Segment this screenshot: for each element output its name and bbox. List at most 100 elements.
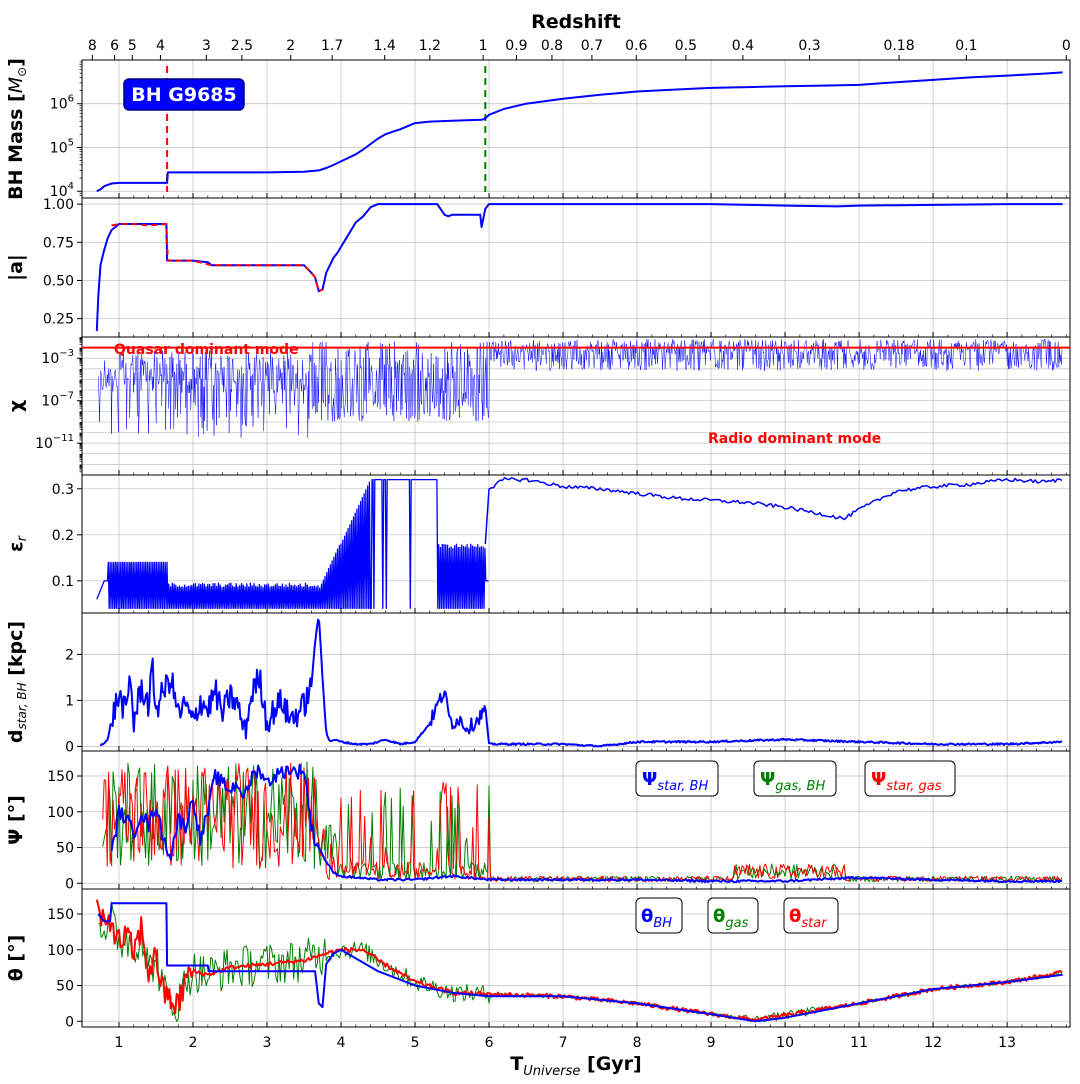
y-tick-label: 0.75	[43, 235, 74, 251]
eps-noisy-line	[96, 478, 489, 610]
theta-legend-2: θgas	[707, 897, 759, 934]
y-tick-label: 0.25	[43, 312, 74, 328]
y-tick-label: 0	[65, 1014, 74, 1030]
y-tick-label: 0.2	[52, 528, 74, 544]
y-tick-label: 0.1	[52, 574, 74, 590]
redshift-tick-label: 8	[88, 38, 97, 54]
bh-id-box-bg	[123, 78, 245, 111]
legend-label: Ψgas, BH	[760, 769, 825, 794]
redshift-tick-label: 0.6	[625, 38, 647, 54]
x-tick-label: 9	[707, 1035, 716, 1051]
x-tick-label: 7	[559, 1035, 568, 1051]
y-tick-label: 106	[50, 94, 74, 113]
theta-legend-3: θstar	[783, 897, 839, 934]
redshift-tick-label: 0.4	[732, 38, 754, 54]
redshift-tick-label: 0.8	[541, 38, 563, 54]
y-tick-label: 150	[47, 907, 74, 923]
x-tick-label: 2	[189, 1035, 198, 1051]
x-tick-label: 11	[850, 1035, 868, 1051]
y-tick-label: 10−7	[41, 391, 74, 410]
eps-line	[484, 477, 1063, 545]
y-tick-label: 2	[65, 647, 74, 663]
psi-legend-3: Ψstar, gas	[864, 760, 956, 797]
y-tick-label: 100	[47, 943, 74, 959]
y-tick-label: 150	[47, 769, 74, 785]
bh-id-label: BH G9685	[131, 84, 236, 106]
dist-line	[99, 618, 1063, 748]
y-tick-label: 104	[50, 181, 74, 200]
radio-mode-label: Radio dominant mode	[708, 431, 881, 447]
y-tick-label: 0	[65, 876, 74, 892]
y-tick-label: 100	[47, 805, 74, 821]
psi-legend-2: Ψgas, BH	[753, 760, 837, 797]
redshift-tick-label: 0.5	[675, 38, 697, 54]
x-tick-label: 8	[633, 1035, 642, 1051]
redshift-tick-label: 1	[479, 38, 488, 54]
y-axis-title-2: |a|	[5, 254, 27, 281]
y-axis-title-7: θ [°]	[5, 935, 27, 982]
x-tick-label: 4	[337, 1035, 346, 1051]
panel-frame-2	[81, 197, 1071, 338]
panel-frame-5	[81, 612, 1071, 752]
theta-star-line	[95, 899, 1063, 1023]
y-tick-label: 0.50	[43, 273, 74, 289]
panel-frame-7	[81, 888, 1071, 1028]
legend-label: Ψstar, gas	[871, 769, 942, 794]
redshift-tick-label: 0.1	[955, 38, 977, 54]
redshift-tick-label: 2.5	[231, 38, 253, 54]
y-axis-title-5: dstar, BH [kpc]	[5, 621, 29, 743]
x-tick-label: 13	[998, 1035, 1016, 1051]
x-tick-label: 1	[115, 1035, 124, 1051]
legend-box	[753, 760, 837, 797]
redshift-tick-label: 2	[286, 38, 295, 54]
y-tick-label: 105	[50, 137, 74, 156]
y-tick-label: 50	[56, 979, 74, 995]
theta-bh-line	[97, 902, 1063, 1023]
redshift-tick-label: 0.7	[581, 38, 603, 54]
quasar-mode-label: Quasar dominant mode	[114, 342, 299, 358]
x-tick-label: 3	[263, 1035, 272, 1051]
redshift-tick-label: 3	[202, 38, 211, 54]
redshift-tick-label: 4	[156, 38, 165, 54]
legend-label: θgas	[713, 906, 749, 931]
redshift-tick-label: 0.18	[883, 38, 914, 54]
theta-gas-line	[98, 901, 1063, 1022]
y-tick-label: 50	[56, 841, 74, 857]
redshift-tick-label: 1.7	[321, 38, 343, 54]
legend-label: Ψstar, BH	[642, 769, 708, 794]
redshift-tick-label: 0	[1062, 38, 1071, 54]
psi-star-bh-line	[110, 763, 1063, 884]
spin-flip-line	[111, 223, 323, 293]
x-tick-label: 12	[924, 1035, 942, 1051]
legend-box	[783, 897, 839, 934]
y-tick-label: 1.00	[43, 197, 74, 213]
legend-box	[635, 897, 683, 934]
bh-mass-line	[96, 71, 1063, 193]
redshift-tick-label: 1.2	[419, 38, 441, 54]
redshift-tick-label: 0.3	[798, 38, 820, 54]
theta-legend-1: θBH	[635, 897, 683, 934]
y-tick-label: 10−3	[41, 348, 74, 367]
redshift-tick-label: 5	[128, 38, 137, 54]
legend-box	[635, 760, 719, 797]
y-tick-label: 0.3	[52, 482, 74, 498]
x-tick-label: 10	[776, 1035, 794, 1051]
legend-box	[864, 760, 956, 797]
y-axis-title-4: εr	[5, 534, 30, 552]
x-tick-label: 6	[485, 1035, 494, 1051]
spin-line	[95, 203, 1063, 331]
y-tick-label: 10−11	[35, 433, 74, 452]
redshift-axis-title: Redshift	[531, 11, 621, 33]
y-axis-title-3: χ	[5, 400, 27, 412]
y-tick-label: 0	[65, 739, 74, 755]
x-tick-label: 5	[411, 1035, 420, 1051]
redshift-tick-label: 6	[110, 38, 119, 54]
psi-legend-1: Ψstar, BH	[635, 760, 719, 797]
bh-id-box: BH G9685	[123, 78, 245, 111]
x-axis-title: TUniverse [Gyr]	[510, 1053, 642, 1079]
y-tick-label: 1	[65, 693, 74, 709]
y-axis-title-1: BH Mass [M⊙]	[5, 58, 29, 200]
redshift-tick-label: 1.4	[374, 38, 396, 54]
